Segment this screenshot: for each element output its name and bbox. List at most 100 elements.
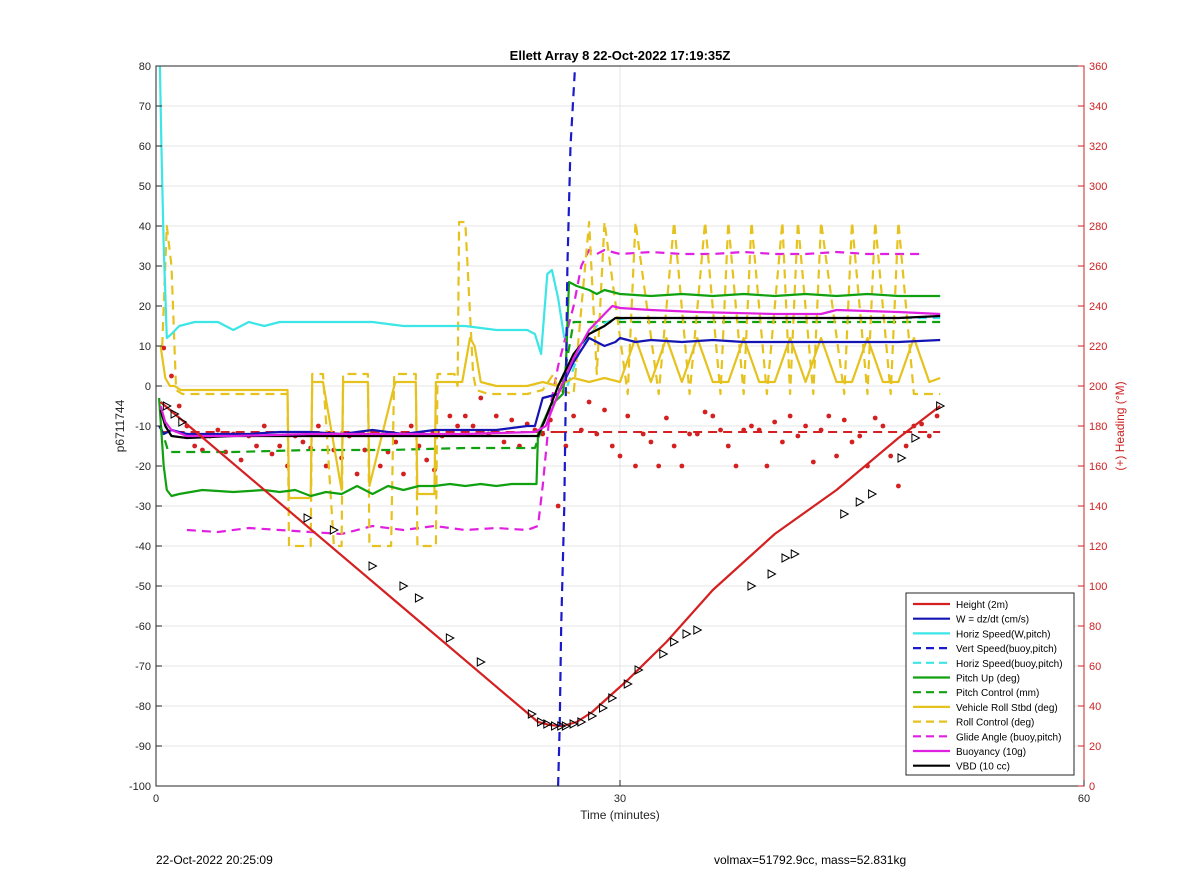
heading-point xyxy=(803,423,808,429)
heading-point xyxy=(772,419,778,425)
heading-point xyxy=(834,453,839,459)
series-buoyancy-10g xyxy=(159,304,941,438)
heading-point xyxy=(756,427,762,433)
series-w-dz-dt-cm-s xyxy=(158,336,941,436)
heading-point xyxy=(764,463,770,469)
left-axis: 80 70 60 50 40 30 20 10 0 -10 -20 -30 -40 -50 -60 -70 -8… xyxy=(129,61,162,793)
heading-point xyxy=(710,413,716,419)
heading-point xyxy=(780,439,785,445)
y-right-tick-label: 360 xyxy=(1089,61,1107,73)
y-tick-label: -40 xyxy=(135,541,151,553)
heading-point xyxy=(408,423,414,429)
heading-point xyxy=(880,423,886,429)
heading-point xyxy=(261,423,267,429)
legend-label: Pitch Up (deg) xyxy=(956,674,1020,685)
legend-label: W = dz/dt (cm/s) xyxy=(956,615,1029,626)
heading-point xyxy=(277,443,283,449)
y-right-tick-label: 160 xyxy=(1089,461,1107,473)
heading-point xyxy=(571,413,576,419)
heading-point xyxy=(377,463,383,469)
heading-point xyxy=(934,413,940,419)
y-tick-label: 0 xyxy=(145,381,151,393)
heading-point xyxy=(795,433,801,439)
heading-point xyxy=(478,395,484,401)
x-axis: 0 30 60 xyxy=(153,780,1090,805)
heading-point xyxy=(896,483,901,489)
heading-point xyxy=(470,423,476,429)
height-marker xyxy=(911,433,921,443)
y-tick-label: 80 xyxy=(139,61,151,73)
y-right-tick-label: 0 xyxy=(1089,781,1095,793)
y-right-tick-label: 200 xyxy=(1089,381,1107,393)
height-marker xyxy=(670,637,680,647)
heading-point xyxy=(269,451,275,457)
heading-point xyxy=(555,503,561,509)
height-marker xyxy=(936,401,946,411)
height-marker xyxy=(634,665,644,675)
height-marker xyxy=(598,703,609,713)
heading-point xyxy=(733,463,739,469)
y-tick-label: -100 xyxy=(129,781,151,793)
heading-point xyxy=(493,413,499,419)
heading-point xyxy=(826,413,832,419)
footer-volmax-mass: volmax=51792.9cc, mass=52.831kg xyxy=(714,853,907,867)
legend-label: VBD (10 cc) xyxy=(956,762,1010,773)
y-right-tick-label: 220 xyxy=(1089,341,1107,353)
y-right-tick-label: 180 xyxy=(1089,421,1107,433)
height-marker xyxy=(527,709,537,719)
y-right-tick-label: 320 xyxy=(1089,141,1107,153)
heading-point xyxy=(872,415,878,421)
heading-point xyxy=(316,423,321,429)
y-tick-label: 50 xyxy=(139,181,151,193)
series-vehicle-roll-stbd-deg xyxy=(159,336,941,500)
heading-point xyxy=(192,443,198,449)
heading-point xyxy=(393,439,399,445)
y-right-tick-label: 340 xyxy=(1089,101,1107,113)
height-marker xyxy=(329,525,339,535)
heading-point xyxy=(640,431,646,437)
heading-point xyxy=(679,463,685,469)
heading-point xyxy=(424,457,430,463)
heading-point xyxy=(447,413,453,419)
heading-point xyxy=(323,463,329,469)
y-tick-label: 20 xyxy=(139,301,151,313)
heading-point xyxy=(617,453,623,459)
series-roll-control-deg xyxy=(161,220,941,548)
series-height-2m xyxy=(159,401,941,728)
heading-point xyxy=(354,471,360,477)
height-marker xyxy=(170,409,180,419)
series-vert-speed-buoy-pitch xyxy=(557,66,577,786)
heading-point xyxy=(176,403,182,409)
height-marker xyxy=(747,581,757,591)
series-horiz-speed-w-pitch xyxy=(158,66,566,356)
y-right-tick-label: 20 xyxy=(1089,741,1101,753)
y-tick-label: -70 xyxy=(135,661,151,673)
heading-point xyxy=(810,459,816,465)
heading-point xyxy=(888,453,894,459)
x-axis-label: Time (minutes) xyxy=(580,808,660,822)
height-marker xyxy=(682,629,692,639)
y-tick-label: 30 xyxy=(139,261,151,273)
y-right-tick-label: 60 xyxy=(1089,661,1101,673)
height-marker xyxy=(588,711,598,721)
height-marker xyxy=(476,657,486,667)
height-marker xyxy=(445,633,455,643)
y-right-tick-label: 140 xyxy=(1089,501,1107,513)
heading-point xyxy=(787,413,793,419)
heading-point xyxy=(161,345,167,351)
heading-point xyxy=(215,427,221,433)
series-pitch-up-deg xyxy=(158,280,941,498)
legend-label: Pitch Control (mm) xyxy=(956,688,1039,699)
y-axis-label: p6711744 xyxy=(113,399,127,452)
y-right-tick-label: 100 xyxy=(1089,581,1107,593)
height-marker xyxy=(693,625,703,635)
heading-point xyxy=(501,439,507,445)
legend-label: Height (2m) xyxy=(956,600,1008,611)
heading-point xyxy=(919,421,924,427)
y-right-tick-label: 240 xyxy=(1089,301,1107,313)
height-marker xyxy=(897,453,907,463)
y-right-tick-label: 300 xyxy=(1089,181,1107,193)
legend-label: Glide Angle (buoy,pitch) xyxy=(956,732,1061,743)
heading-point xyxy=(749,423,754,429)
y-tick-label: -80 xyxy=(135,701,151,713)
